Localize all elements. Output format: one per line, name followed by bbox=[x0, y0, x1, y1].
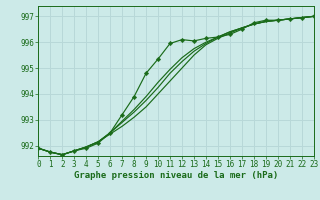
X-axis label: Graphe pression niveau de la mer (hPa): Graphe pression niveau de la mer (hPa) bbox=[74, 171, 278, 180]
